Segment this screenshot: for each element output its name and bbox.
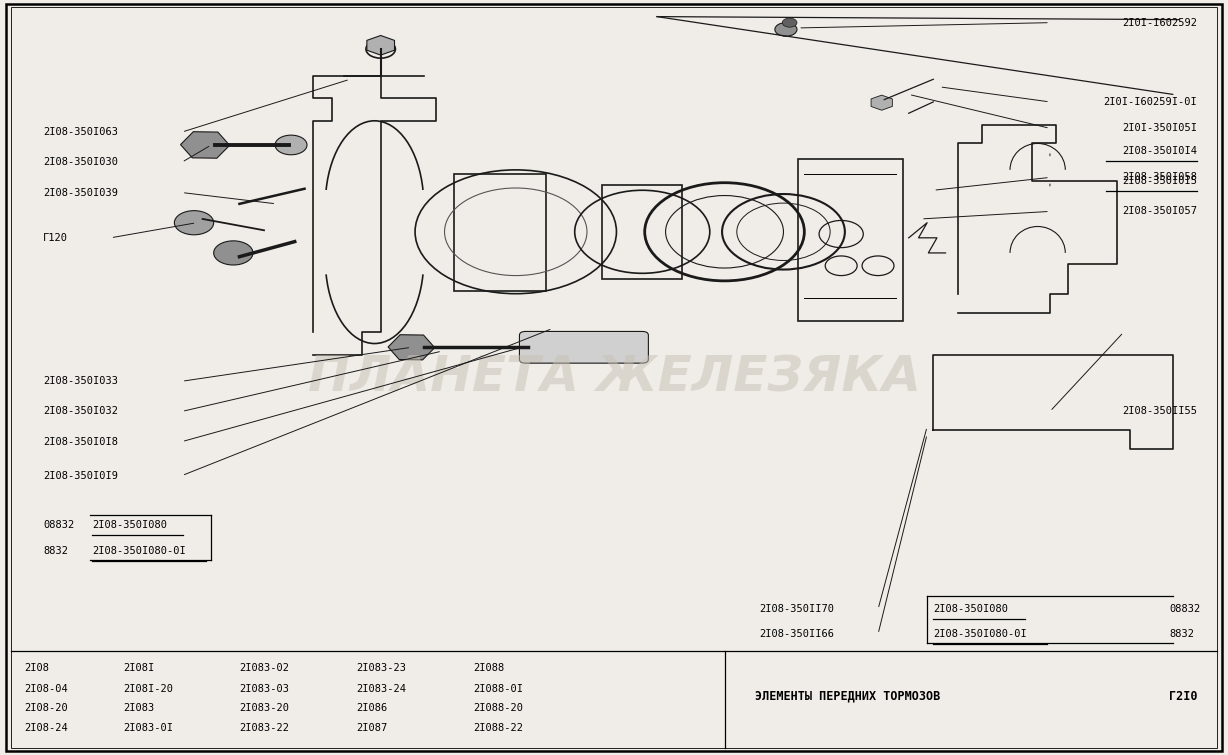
Text: 2I0I-I602592: 2I0I-I602592 xyxy=(1122,17,1197,28)
Text: 2I08-350I039: 2I08-350I039 xyxy=(43,187,118,198)
Text: 2I08-20: 2I08-20 xyxy=(25,703,69,713)
Text: 2I0I-I60259I-0I: 2I0I-I60259I-0I xyxy=(1104,97,1197,107)
Text: 8832: 8832 xyxy=(1169,629,1194,639)
Circle shape xyxy=(214,241,253,265)
Text: 2I08-350I080: 2I08-350I080 xyxy=(933,604,1008,615)
Bar xyxy=(602,185,682,279)
Text: 2I0I-350I05I: 2I0I-350I05I xyxy=(1122,123,1197,134)
Text: 2I086: 2I086 xyxy=(356,703,387,713)
Text: 2I08-350I032: 2I08-350I032 xyxy=(43,406,118,417)
Text: 2I08I: 2I08I xyxy=(123,663,154,673)
Text: 2I08-350I063: 2I08-350I063 xyxy=(43,127,118,137)
Text: 2I088: 2I088 xyxy=(473,663,503,673)
Text: 2I083-24: 2I083-24 xyxy=(356,683,406,694)
Text: 2I083-03: 2I083-03 xyxy=(239,683,290,694)
Text: 2I083-02: 2I083-02 xyxy=(239,663,290,673)
Text: ЭЛЕМЕНТЫ ПЕРЕДНИХ ТОРМОЗОВ: ЭЛЕМЕНТЫ ПЕРЕДНИХ ТОРМОЗОВ xyxy=(755,689,941,703)
Text: 2I08-350II70: 2I08-350II70 xyxy=(759,604,834,615)
Text: 2I088-0I: 2I088-0I xyxy=(473,683,523,694)
Text: ПЛАНЕТА ЖЕЛЕЗЯКА: ПЛАНЕТА ЖЕЛЕЗЯКА xyxy=(307,353,921,402)
Text: 2I08-350I0I8: 2I08-350I0I8 xyxy=(43,436,118,447)
Circle shape xyxy=(174,211,214,235)
Text: 2I083-23: 2I083-23 xyxy=(356,663,406,673)
Text: 2I08-350I080: 2I08-350I080 xyxy=(92,519,167,530)
Text: 2I08-350I058: 2I08-350I058 xyxy=(1122,172,1197,183)
Text: 2I083: 2I083 xyxy=(123,703,154,713)
Text: 2I08-350I080-0I: 2I08-350I080-0I xyxy=(92,546,185,556)
Text: 2I08-350II55: 2I08-350II55 xyxy=(1122,406,1197,417)
Text: 2I08-350I0I9: 2I08-350I0I9 xyxy=(43,470,118,481)
Text: 2I087: 2I087 xyxy=(356,723,387,733)
Text: 2I08: 2I08 xyxy=(25,663,49,673)
Text: 2I08-350I057: 2I08-350I057 xyxy=(1122,206,1197,217)
Text: 2I08-04: 2I08-04 xyxy=(25,683,69,694)
Text: 2I083-22: 2I083-22 xyxy=(239,723,290,733)
Text: Г120: Г120 xyxy=(43,233,68,243)
Text: 2I08-350I0I5: 2I08-350I0I5 xyxy=(1122,176,1197,186)
Text: 2I08-24: 2I08-24 xyxy=(25,723,69,733)
Text: 08832: 08832 xyxy=(1169,604,1200,615)
Circle shape xyxy=(775,23,797,36)
Text: 2I083-0I: 2I083-0I xyxy=(123,723,173,733)
Text: 2I08-350I033: 2I08-350I033 xyxy=(43,376,118,387)
Text: 2I088-20: 2I088-20 xyxy=(473,703,523,713)
Text: 2I08-350I080-0I: 2I08-350I080-0I xyxy=(933,629,1027,639)
Text: 2I08-350II66: 2I08-350II66 xyxy=(759,629,834,639)
Bar xyxy=(798,159,903,321)
Text: 08832: 08832 xyxy=(43,519,74,530)
Circle shape xyxy=(782,18,797,27)
Text: 2I083-20: 2I083-20 xyxy=(239,703,290,713)
Text: 2I08-350I0I4: 2I08-350I0I4 xyxy=(1122,146,1197,156)
Circle shape xyxy=(275,135,307,155)
Text: 8832: 8832 xyxy=(43,546,68,556)
FancyBboxPatch shape xyxy=(519,331,648,363)
Text: Г2I0: Г2I0 xyxy=(1169,689,1197,703)
Text: 2I08-350I030: 2I08-350I030 xyxy=(43,157,118,168)
Text: 2I08I-20: 2I08I-20 xyxy=(123,683,173,694)
Text: 2I088-22: 2I088-22 xyxy=(473,723,523,733)
Bar xyxy=(454,174,546,291)
